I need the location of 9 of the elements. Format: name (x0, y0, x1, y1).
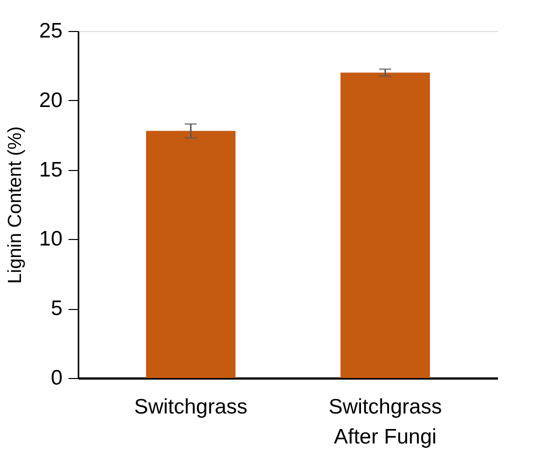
y-tick-label: 5 (50, 297, 62, 320)
y-tick-label: 15 (39, 158, 62, 182)
x-tick-label: Switchgrass After Fungi (328, 396, 442, 448)
y-tick-label: 20 (39, 88, 62, 112)
x-tick-label: Switchgrass (134, 396, 248, 418)
y-tick-label: 25 (39, 20, 62, 42)
y-tick-label: 0 (50, 366, 62, 390)
y-tick-label: 10 (39, 228, 62, 251)
y-axis-title: Lignin Content (%) (5, 126, 26, 284)
